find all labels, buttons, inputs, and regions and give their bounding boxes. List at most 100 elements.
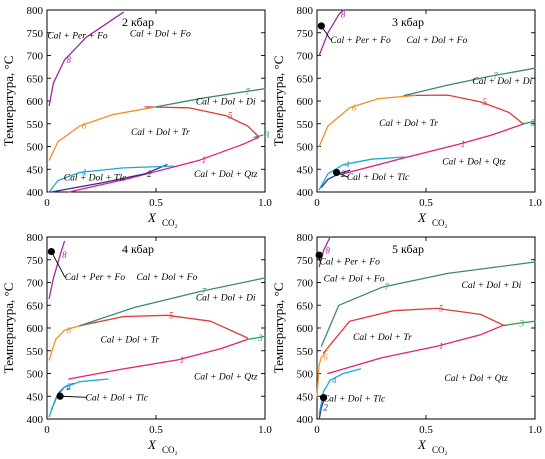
y-tick-label: 450	[297, 391, 314, 403]
y-tick-label: 750	[27, 28, 44, 40]
curve-number-label: 2	[147, 169, 152, 179]
field-label: Cal + Dol + Di	[461, 281, 521, 291]
x-axis-label: X	[417, 210, 427, 225]
x-tick-label: 0	[44, 197, 50, 209]
curve-5	[322, 307, 506, 354]
field-label: Cal + Dol + Qtz	[444, 374, 508, 384]
field-label: Cal + Dol + Tlc	[64, 174, 127, 184]
curve-number-label: 7	[384, 282, 389, 292]
y-tick-label: 550	[27, 346, 44, 358]
y-tick-label: 650	[297, 73, 314, 85]
y-tick-label: 700	[297, 51, 314, 63]
panel-4: 400 450 500 550 600 650 700 750 800 0 0.5 1.0 Темпер…	[271, 232, 542, 455]
x-axis-label: X	[147, 437, 157, 452]
y-tick-label: 700	[297, 278, 314, 290]
curve-6	[48, 106, 157, 161]
y-tick-label: 700	[27, 278, 44, 290]
curve-5	[403, 94, 523, 124]
x-axis-label-subscript: CO₂	[432, 445, 448, 455]
curve-number-label: 6	[82, 121, 87, 131]
curve-number-label: 1	[439, 341, 444, 351]
y-tick-label: 400	[297, 414, 314, 426]
curve-number-label: 3	[519, 318, 525, 328]
y-tick-label: 750	[27, 255, 44, 267]
x-tick-label: 0.5	[419, 424, 433, 436]
y-tick-label: 800	[27, 232, 44, 244]
curve-2	[318, 400, 325, 420]
leader-line	[318, 255, 321, 262]
field-label: Cal + Dol + Fo	[324, 275, 385, 285]
field-label: Cal + Per + Fo	[47, 32, 108, 42]
panel-3: 400 450 500 550 600 650 700 750 800 0 0.5 1.0 Темпер…	[1, 232, 272, 455]
field-label: Cal + Dol + Qtz	[194, 170, 258, 180]
curve-number-label: 6	[323, 353, 328, 363]
y-tick-label: 400	[27, 187, 44, 199]
x-axis-label-subscript: CO₂	[162, 445, 178, 455]
panel-title: 2 кбар	[122, 15, 154, 29]
field-label: Cal + Dol + Tlc	[323, 395, 386, 405]
x-axis-label: X	[147, 210, 157, 225]
curve-number-label: 2	[341, 169, 346, 179]
curve-4	[48, 378, 109, 418]
y-axis-label: Температура, °C	[271, 56, 286, 147]
field-label: Cal + Dol + Qtz	[194, 372, 258, 382]
y-tick-label: 500	[27, 142, 44, 154]
field-label: Cal + Dol + Tr	[131, 128, 190, 138]
x-tick-label: 1.0	[258, 424, 272, 436]
field-label: Cal + Dol + Fo	[406, 36, 467, 46]
curve-number-label: 4	[332, 375, 337, 385]
y-tick-label: 600	[27, 323, 44, 335]
x-tick-label: 1.0	[528, 424, 542, 436]
curve-number-label: 5	[228, 111, 233, 121]
y-tick-label: 800	[297, 232, 314, 244]
curve-number-label: 7	[245, 87, 250, 97]
x-tick-label: 0.5	[149, 197, 163, 209]
y-tick-label: 500	[27, 369, 44, 381]
y-tick-label: 700	[27, 51, 44, 63]
field-label: Cal + Dol + Di	[196, 294, 256, 304]
curve-2	[50, 164, 168, 193]
y-tick-label: 600	[297, 96, 314, 108]
y-tick-label: 750	[297, 255, 314, 267]
curve-6	[316, 347, 329, 397]
y-tick-label: 400	[297, 187, 314, 199]
y-tick-label: 550	[27, 119, 44, 131]
field-label: Cal + Dol + Fo	[130, 29, 191, 39]
curve-8	[318, 9, 344, 57]
curve-8	[48, 240, 66, 300]
x-tick-label: 0	[314, 197, 320, 209]
field-label: Cal + Dol + Tr	[379, 119, 438, 129]
curve-number-label: 1	[202, 155, 207, 165]
y-tick-label: 450	[27, 164, 44, 176]
curve-number-label: 7	[493, 71, 498, 81]
x-axis-label: X	[417, 437, 427, 452]
curve-1	[327, 325, 503, 375]
y-tick-label: 450	[27, 391, 44, 403]
x-tick-label: 1.0	[528, 197, 542, 209]
curve-number-label: 8	[326, 246, 331, 256]
y-tick-label: 650	[297, 300, 314, 312]
x-tick-label: 0	[314, 424, 320, 436]
y-tick-label: 650	[27, 73, 44, 85]
panel-title: 3 кбар	[392, 15, 424, 29]
curve-7	[155, 88, 266, 108]
y-tick-label: 600	[27, 96, 44, 108]
field-label: Cal + Dol + Tr	[100, 336, 159, 346]
panel-2: 400 450 500 550 600 650 700 750 800 0 0.5 1.0 Темпер…	[271, 5, 542, 228]
curve-3	[246, 335, 266, 341]
y-tick-label: 650	[27, 300, 44, 312]
curve-1	[342, 123, 525, 175]
panel-1: 400 450 500 550 600 650 700 750 800 0 0.5 1.0 Темпер…	[1, 5, 272, 228]
curve-number-label: 2	[66, 382, 71, 392]
leader-line	[323, 397, 325, 399]
curve-2	[320, 169, 351, 189]
field-label: Cal + Dol + Tlc	[86, 393, 149, 403]
y-axis-label: Температура, °C	[1, 56, 16, 147]
curve-7	[320, 261, 536, 347]
field-label: Cal + Per + Fo	[65, 273, 126, 283]
x-axis-label-subscript: CO₂	[162, 218, 178, 228]
leader-line	[60, 395, 87, 398]
panel-title: 5 кбар	[392, 242, 424, 256]
y-axis-label: Температура, °C	[1, 283, 16, 374]
